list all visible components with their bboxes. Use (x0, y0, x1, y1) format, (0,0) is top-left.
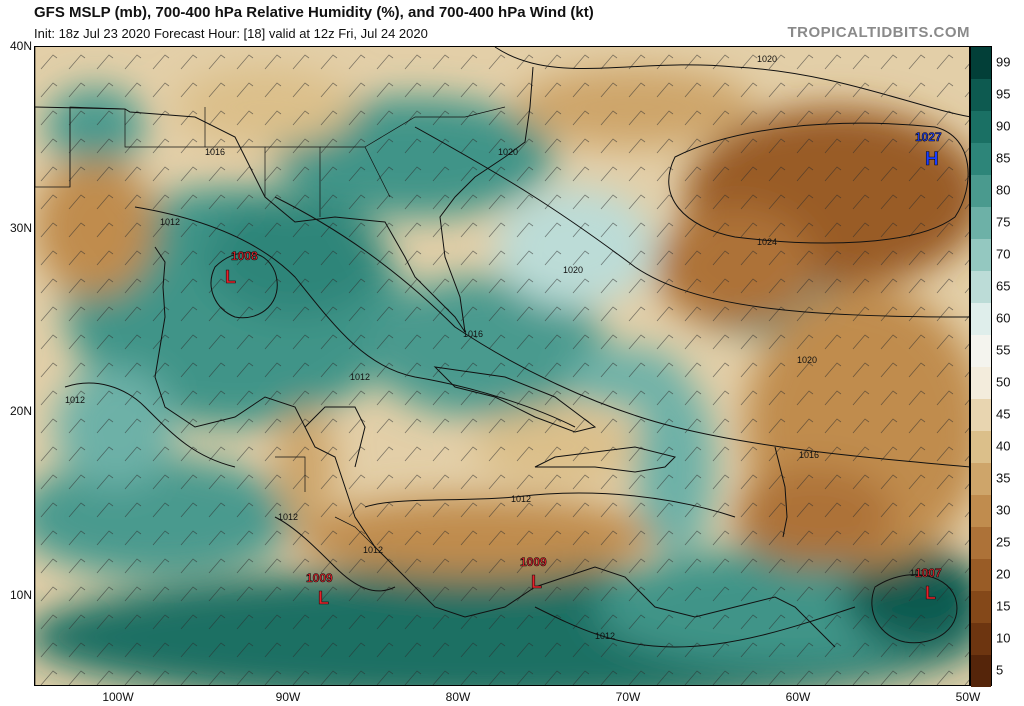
low-pressure-center: 1009 L (306, 571, 334, 609)
site-brand: TROPICALTIDBITS.COM (787, 24, 970, 41)
lon-label-80w: 80W (445, 690, 471, 704)
isobar-label: 1020 (797, 355, 817, 365)
svg-text:L: L (318, 588, 329, 608)
lon-label-90w: 90W (275, 690, 301, 704)
colorbar-label: 35 (996, 470, 1011, 486)
isobars (64, 47, 969, 648)
low-pressure-center: 1008 L (225, 249, 259, 288)
isobar-label: 1020 (757, 54, 777, 64)
low-pressure-center: 1009 L (520, 555, 548, 593)
colorbar-segment (971, 399, 991, 431)
colorbar-segment (971, 79, 991, 111)
isobar-label: 1012 (595, 631, 615, 641)
map-title: GFS MSLP (mb), 700-400 hPa Relative Humi… (34, 4, 594, 21)
lat-label-10n: 10N (9, 588, 32, 602)
isobar-label: 1016 (799, 450, 819, 460)
colorbar-segment (971, 527, 991, 559)
colorbar-label: 65 (996, 278, 1011, 294)
colorbar-label: 20 (996, 566, 1011, 582)
colorbar-label: 30 (996, 502, 1011, 518)
colorbar-label: 40 (996, 438, 1011, 454)
colorbar-segment (971, 239, 991, 271)
isobar-label: 1012 (511, 494, 531, 504)
colorbar-segment (971, 367, 991, 399)
isobar-label: 1012 (363, 545, 383, 555)
colorbar-segment (971, 111, 991, 143)
humidity-field (35, 47, 969, 685)
map-subtitle: Init: 18z Jul 23 2020 Forecast Hour: [18… (34, 26, 428, 41)
lat-label-30n: 30N (9, 221, 32, 235)
political-borders (35, 47, 506, 685)
colorbar-label: 99 (996, 54, 1011, 70)
colorbar-label: 25 (996, 534, 1011, 550)
lon-label-70w: 70W (615, 690, 641, 704)
colorbar-segment (971, 591, 991, 623)
svg-text:1009: 1009 (306, 571, 333, 585)
colorbar-segment (971, 335, 991, 367)
colorbar-segment (971, 303, 991, 335)
colorbar-segment (971, 495, 991, 527)
lon-label-50w: 50W (955, 690, 981, 704)
svg-text:L: L (531, 572, 542, 592)
svg-text:1027: 1027 (915, 130, 942, 144)
colorbar-segment (971, 463, 991, 495)
isobar-label: 1012 (160, 217, 180, 227)
high-pressure-center: 1027 H (915, 130, 943, 171)
colorbar-label: 5 (996, 662, 1004, 678)
isobar-label: 1020 (498, 147, 518, 157)
colorbar-label: 50 (996, 374, 1011, 390)
colorbar-segment (971, 431, 991, 463)
colorbar-segment (971, 655, 991, 687)
coastlines (35, 66, 836, 648)
colorbar-label: 15 (996, 598, 1011, 614)
colorbar-label: 90 (996, 118, 1011, 134)
colorbar-label: 60 (996, 310, 1011, 326)
colorbar-segment (971, 175, 991, 207)
lat-label-20n: 20N (9, 404, 32, 418)
colorbar-label: 70 (996, 246, 1011, 262)
colorbar-segment (971, 207, 991, 239)
lat-label-40n: 40N (9, 39, 32, 53)
svg-text:H: H (925, 149, 939, 170)
low-pressure-center: 1007 L (915, 566, 943, 604)
colorbar-label: 80 (996, 182, 1011, 198)
weather-map[interactable]: 1020 1016 1020 1012 1012 1016 1012 1012 … (34, 46, 970, 686)
svg-text:1008: 1008 (231, 249, 258, 263)
colorbar-segment (971, 47, 991, 79)
isobar-label: 1012 (910, 568, 930, 578)
isobar-label: 1012 (350, 372, 370, 382)
isobar-label: 1024 (757, 237, 777, 247)
colorbar-label: 55 (996, 342, 1011, 358)
lon-label-60w: 60W (785, 690, 811, 704)
svg-text:1009: 1009 (520, 555, 547, 569)
isobar-label: 1016 (205, 147, 225, 157)
isobar-label: 1016 (463, 329, 483, 339)
colorbar-label: 10 (996, 630, 1011, 646)
isobar-label: 1020 (563, 265, 583, 275)
colorbar-segment (971, 559, 991, 591)
humidity-colorbar (970, 46, 992, 687)
isobar-label: 1012 (65, 395, 85, 405)
colorbar-segment (971, 271, 991, 303)
isobar-label: 1012 (278, 512, 298, 522)
colorbar-segment (971, 623, 991, 655)
svg-text:1007: 1007 (915, 566, 942, 580)
lon-label-100w: 100W (102, 690, 134, 704)
colorbar-label: 95 (996, 86, 1011, 102)
colorbar-label: 85 (996, 150, 1011, 166)
svg-text:L: L (925, 583, 936, 603)
svg-text:L: L (225, 267, 236, 287)
colorbar-label: 45 (996, 406, 1011, 422)
colorbar-segment (971, 143, 991, 175)
colorbar-label: 75 (996, 214, 1011, 230)
